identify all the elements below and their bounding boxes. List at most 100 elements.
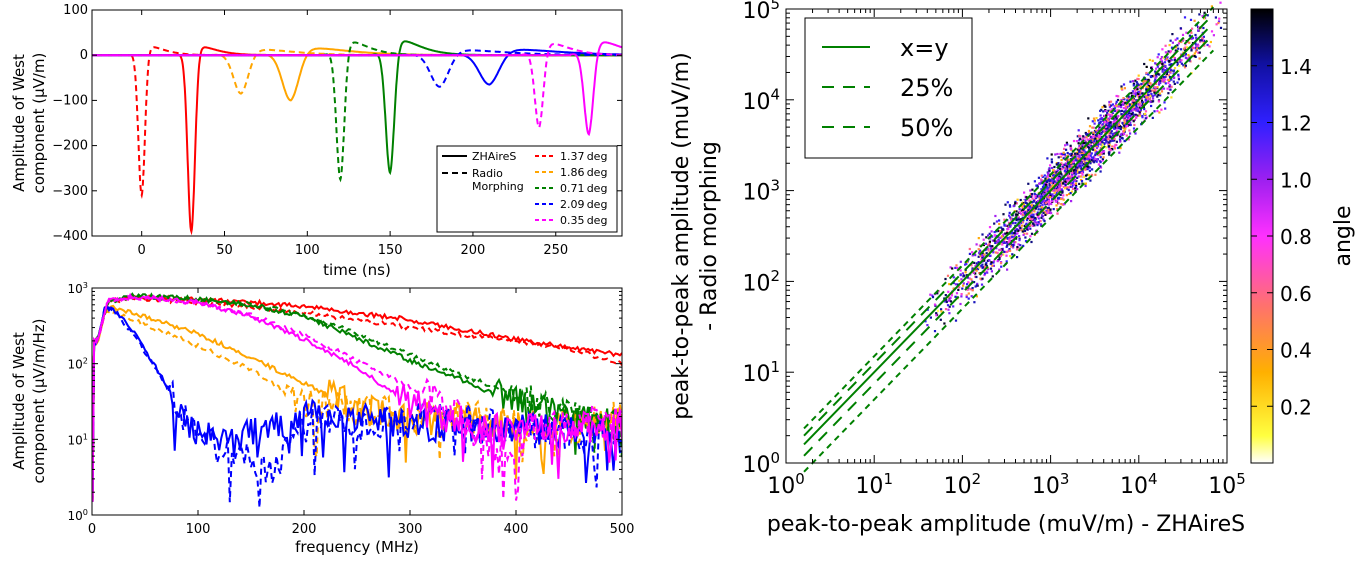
scatter-point xyxy=(1098,127,1101,130)
scatter-point xyxy=(1109,136,1112,139)
scatter-point xyxy=(1033,216,1037,220)
scatter-point xyxy=(1043,183,1046,186)
scatter-point xyxy=(1198,13,1201,16)
scatter-point xyxy=(1020,218,1023,221)
scatter-point xyxy=(1174,49,1177,52)
scatter-point xyxy=(1164,51,1167,54)
scatter-point xyxy=(1108,153,1111,156)
scatter-point xyxy=(1101,123,1104,126)
scatter-point xyxy=(992,251,995,254)
time-ylabel-line1: Amplitude of West xyxy=(10,54,28,192)
scatter-point xyxy=(1070,164,1073,167)
scatter-point xyxy=(1088,166,1091,169)
scatter-point xyxy=(1085,155,1088,158)
scatter-point xyxy=(989,267,993,270)
scatter-point xyxy=(1072,178,1075,182)
scatter-point xyxy=(1028,205,1031,208)
scatter-point xyxy=(985,236,988,239)
scatter-point xyxy=(1013,234,1017,237)
scatter-point xyxy=(1094,173,1097,176)
scatter-point xyxy=(1132,82,1135,85)
scatter-point xyxy=(981,233,984,236)
scatter-point xyxy=(1151,95,1154,98)
scatter-point xyxy=(1166,67,1169,70)
legend-50-label: 50% xyxy=(900,114,953,142)
scatter-point xyxy=(945,300,948,304)
scatter-point xyxy=(1083,136,1086,139)
scatter-point xyxy=(1039,205,1042,208)
legend-label-2.09deg: 2.09 deg xyxy=(560,198,607,211)
scatter-point xyxy=(1102,110,1105,113)
scatter-point xyxy=(1108,130,1111,133)
scatter-point xyxy=(1050,160,1053,164)
scatter-point xyxy=(1101,141,1104,144)
scatter-point xyxy=(1131,90,1134,93)
scatter-point xyxy=(1045,207,1048,210)
scatter-point xyxy=(1068,153,1071,156)
spectrum-frame xyxy=(91,287,623,516)
scatter-point xyxy=(1093,122,1096,125)
scatter-point xyxy=(1062,194,1065,197)
scatter-point xyxy=(1177,42,1180,45)
scatter-point xyxy=(1135,81,1138,84)
scatter-point xyxy=(985,252,988,255)
scatter-point xyxy=(1138,90,1142,93)
scatter-point xyxy=(1099,165,1102,168)
scatter-point xyxy=(1016,232,1019,235)
scatter-point xyxy=(1131,111,1134,114)
scatter-point xyxy=(1094,158,1097,161)
colorbar-tick-label: 0.2 xyxy=(1280,395,1312,419)
scatter-point xyxy=(993,234,996,237)
scatter-point xyxy=(1149,100,1152,104)
scatter-point xyxy=(1104,125,1108,128)
scatter-point xyxy=(1040,201,1043,204)
scatter-point xyxy=(1092,138,1095,141)
scatter-point xyxy=(1001,240,1004,243)
scatter-point xyxy=(1083,160,1086,163)
scatter-point xyxy=(1052,189,1056,192)
colorbar-tick-label: 0.4 xyxy=(1280,339,1312,363)
scatter-point xyxy=(1085,161,1089,165)
scatter-point xyxy=(963,274,966,277)
scatter-point xyxy=(1085,136,1088,139)
scatter-point xyxy=(1031,216,1034,219)
scatter-point xyxy=(991,275,994,278)
scatter-point xyxy=(1003,224,1006,227)
scatter-point xyxy=(1141,92,1144,95)
scatter-point xyxy=(1078,144,1081,148)
scatter-point xyxy=(1071,187,1075,190)
scatter-point xyxy=(1065,194,1068,197)
scatter-point xyxy=(1176,44,1179,47)
scatter-point xyxy=(1032,199,1035,202)
scatter-point xyxy=(1117,123,1121,126)
scatter-point xyxy=(1040,180,1043,183)
scatter-point xyxy=(1036,215,1039,218)
scatter-point xyxy=(1037,200,1040,203)
scatter-point xyxy=(1081,137,1085,140)
scatter-point xyxy=(1034,195,1037,199)
time-series-dashed-0.35deg xyxy=(92,43,622,130)
scatter-point xyxy=(1144,117,1147,120)
scatter-point xyxy=(1031,197,1034,200)
scatter-point xyxy=(1145,100,1148,103)
scatter-point xyxy=(998,257,1001,260)
scatter-point xyxy=(971,289,974,292)
scatter-point xyxy=(929,293,932,296)
legend-label-1.37deg: 1.37 deg xyxy=(560,150,607,163)
scatter-point xyxy=(1017,229,1020,232)
scatter-point xyxy=(1086,173,1089,176)
scatter-point xyxy=(1060,162,1063,165)
scatter-point xyxy=(1147,78,1150,81)
scatter-point xyxy=(1183,54,1186,57)
scatter-point xyxy=(1074,159,1077,162)
scatter-point xyxy=(1115,117,1118,120)
scatter-point xyxy=(1035,229,1038,232)
scatter-point xyxy=(1020,209,1023,212)
scatter-point xyxy=(1202,41,1205,44)
scatter-point xyxy=(1083,139,1087,142)
scatter-point xyxy=(1016,198,1019,201)
scatter-point xyxy=(1133,123,1136,127)
scatter-point xyxy=(1109,131,1112,134)
scatter-point xyxy=(1197,29,1200,32)
scatter-point xyxy=(1010,217,1013,220)
